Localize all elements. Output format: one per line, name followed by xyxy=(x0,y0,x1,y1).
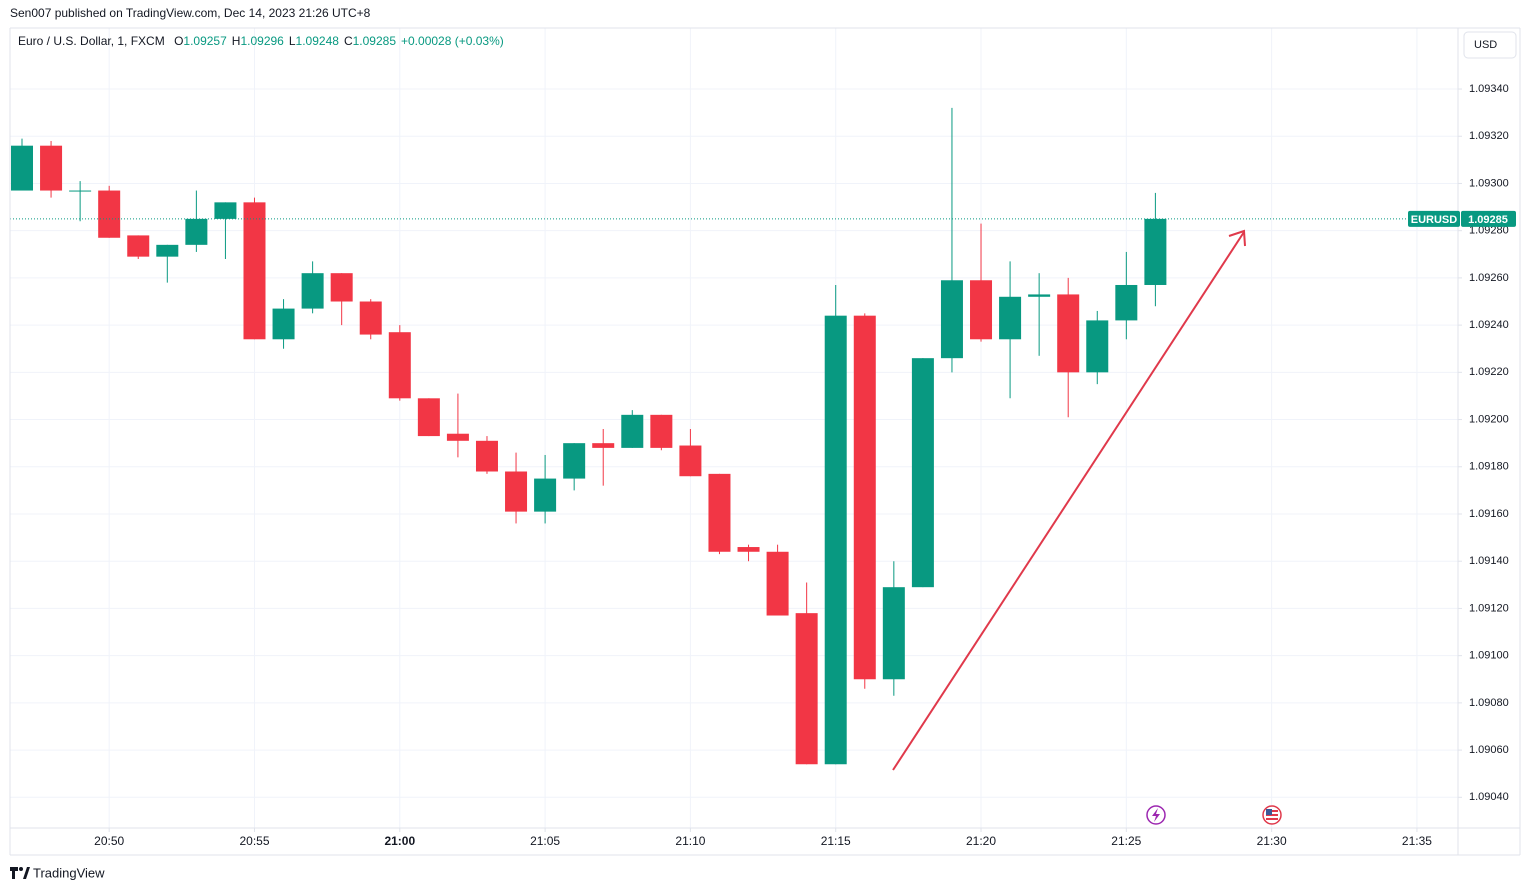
ohlc-key: C xyxy=(344,34,353,48)
flag-icon[interactable] xyxy=(1262,805,1282,825)
y-tick-label: 1.09240 xyxy=(1469,319,1509,331)
candle-body xyxy=(1086,320,1109,373)
y-tick-label: 1.09220 xyxy=(1469,366,1509,378)
symbol: Euro / U.S. Dollar, 1, FXCM xyxy=(18,34,165,48)
candle-body xyxy=(156,244,179,257)
candle-body xyxy=(650,414,673,448)
x-tick-label: 21:15 xyxy=(821,834,851,848)
y-tick-label: 1.09140 xyxy=(1469,555,1509,567)
ohlc-key: H xyxy=(232,34,241,48)
y-tick-label: 1.09040 xyxy=(1469,791,1509,803)
candle-body xyxy=(1028,294,1051,297)
candle-body xyxy=(1115,284,1138,321)
candle-body xyxy=(1057,294,1080,373)
x-tick-label: 21:25 xyxy=(1111,834,1141,848)
candle-body xyxy=(911,358,934,588)
x-tick-label: 21:05 xyxy=(530,834,560,848)
candle-body xyxy=(40,145,63,191)
candle-body xyxy=(417,398,440,437)
currency-label[interactable]: USD xyxy=(1474,39,1497,51)
ohlc-value: 1.09248 xyxy=(296,34,340,48)
x-tick-label: 21:10 xyxy=(675,834,705,848)
y-tick-label: 1.09180 xyxy=(1469,461,1509,473)
candle-body xyxy=(330,273,353,302)
ohlc-key: L xyxy=(289,34,296,48)
candle-body xyxy=(621,414,644,448)
change: +0.00028 (+0.03%) xyxy=(401,34,504,48)
currency-button[interactable] xyxy=(1463,31,1517,59)
candle-body xyxy=(592,443,615,448)
footer-brand: TradingView xyxy=(33,865,105,880)
candle-body xyxy=(882,587,905,680)
candle-body xyxy=(766,551,789,616)
y-tick-label: 1.09080 xyxy=(1469,697,1509,709)
x-tick-label: 21:00 xyxy=(384,834,415,848)
symbol-legend: Euro / U.S. Dollar, 1, FXCM O1.09257 H1.0… xyxy=(18,34,504,48)
candle-body xyxy=(1144,218,1167,285)
arrow-shaft xyxy=(892,231,1245,771)
candle-body xyxy=(301,273,324,309)
price-tag-label: 1.09285 xyxy=(1468,214,1508,226)
footer-logo xyxy=(10,867,30,879)
trend-arrow xyxy=(892,229,1246,771)
candle-body xyxy=(737,547,760,552)
y-tick-label: 1.09120 xyxy=(1469,602,1509,614)
ohlc-value: 1.09296 xyxy=(240,34,284,48)
published-line: Sen007 published on TradingView.com, Dec… xyxy=(10,6,371,20)
candle-body xyxy=(940,280,963,359)
x-tick-label: 20:50 xyxy=(94,834,124,848)
x-tick-label: 21:30 xyxy=(1257,834,1287,848)
candle-body xyxy=(999,296,1022,340)
y-tick-label: 1.09340 xyxy=(1469,83,1509,95)
y-tick-label: 1.09280 xyxy=(1469,225,1509,237)
y-tick-label: 1.09320 xyxy=(1469,130,1509,142)
y-tick-label: 1.09160 xyxy=(1469,508,1509,520)
event-icon[interactable] xyxy=(1146,805,1166,825)
candle-body xyxy=(185,218,208,245)
candle-body xyxy=(388,332,411,399)
x-tick-label: 21:35 xyxy=(1402,834,1432,848)
symbol-tag-label: EURUSD xyxy=(1411,214,1458,226)
candle-body xyxy=(563,443,586,479)
candle-body xyxy=(359,301,382,335)
candle-body xyxy=(824,315,847,765)
candle-body xyxy=(795,613,818,765)
y-tick-label: 1.09260 xyxy=(1469,272,1509,284)
candle-body xyxy=(679,445,702,477)
candle-body xyxy=(475,440,498,472)
y-tick-label: 1.09300 xyxy=(1469,177,1509,189)
ohlc-value: 1.09257 xyxy=(183,34,227,48)
arrow-head xyxy=(1228,229,1246,247)
y-tick-label: 1.09200 xyxy=(1469,413,1509,425)
candle-body xyxy=(708,473,731,552)
symbol-tag xyxy=(1408,210,1460,227)
ohlc-value: 1.09285 xyxy=(353,34,397,48)
candle-body xyxy=(127,235,150,257)
x-tick-label: 21:20 xyxy=(966,834,996,848)
x-tick-label: 20:55 xyxy=(239,834,269,848)
candles xyxy=(10,107,1458,765)
candle-body xyxy=(98,190,121,238)
grid: 1.09040 1.09060 1.09080 1.09100 1.09120 1.091… xyxy=(10,28,1509,848)
candle-body xyxy=(534,478,557,512)
candle-body xyxy=(970,280,993,340)
candle-body xyxy=(505,471,528,512)
ohlc-key: O xyxy=(174,34,183,48)
y-tick-label: 1.09100 xyxy=(1469,650,1509,662)
candle-body xyxy=(69,190,92,192)
candle-body xyxy=(11,145,33,191)
candle-body xyxy=(853,315,876,680)
candle-body xyxy=(272,308,295,340)
y-tick-label: 1.09060 xyxy=(1469,744,1509,756)
candle-body xyxy=(243,202,266,340)
candle-body xyxy=(214,202,237,219)
price-tag xyxy=(1461,210,1516,227)
candle-body xyxy=(446,433,469,441)
